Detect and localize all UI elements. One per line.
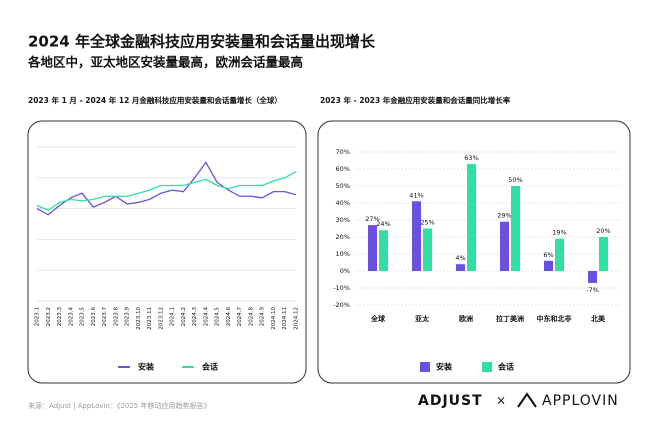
bar: [511, 186, 520, 271]
logo: ADJUST: [418, 393, 483, 409]
x-tick-label: 2024.1: [170, 307, 176, 326]
y-tick-label: 50%: [336, 182, 350, 190]
x-tick-label: 2024.12: [294, 307, 300, 330]
legend-swatch: [420, 362, 430, 372]
x-tick-label: 北美: [591, 314, 606, 323]
value-label: 25%: [420, 219, 434, 227]
y-tick-label: -10%: [333, 284, 350, 292]
bar: [379, 230, 388, 271]
y-tick-label: 30%: [336, 216, 350, 224]
value-label: 24%: [376, 220, 390, 228]
x-tick-label: 2023.10: [136, 307, 142, 330]
x-tick-label: 拉丁美洲: [496, 314, 524, 323]
card: [27, 120, 307, 384]
value-label: 27%: [365, 215, 379, 223]
legend-label: 安装: [436, 362, 452, 372]
title: 2024 年全球金融科技应用安装量和会话量出现增长: [28, 33, 376, 51]
x-tick-label: 2023.12: [158, 307, 164, 330]
x-tick-label: 亚太: [415, 314, 430, 323]
logo-icon: [517, 392, 537, 408]
x-tick-label: 2024.6: [226, 307, 232, 327]
x-tick-label: 欧洲: [459, 314, 473, 323]
line: [36, 161, 297, 216]
value-label: 20%: [596, 227, 610, 235]
bar: [412, 201, 421, 271]
x-tick-label: 2023.6: [91, 307, 97, 327]
chart-title: 2023 年 1 月 - 2024 年 12 月金融科技应用安装量和会话量增长（…: [28, 95, 282, 105]
legend-label: 安装: [138, 362, 154, 372]
value-label: -7%: [586, 286, 599, 294]
x-tick-label: 2024.5: [215, 307, 221, 327]
x-tick-label: 2023.9: [125, 307, 131, 327]
x-tick-label: 2023.3: [57, 307, 63, 327]
value-label: 4%: [455, 254, 465, 262]
card: [317, 120, 631, 384]
y-tick-label: 40%: [336, 199, 350, 207]
value-label: 19%: [552, 229, 566, 237]
bar: [467, 163, 476, 271]
x-tick-label: 2024.2: [181, 307, 187, 326]
x-tick-label: 2024.8: [248, 307, 254, 327]
x-tick-label: 全球: [370, 314, 386, 323]
source: 来源：Adjust | AppLovin：《2025 年移动应用趋势报告》: [28, 401, 211, 410]
y-tick-label: 70%: [336, 148, 350, 156]
bar: [500, 221, 509, 271]
y-tick-label: 10%: [336, 250, 350, 258]
chart-title: 2023 年 - 2023 年金融应用安装量和会话量同比增长率: [320, 95, 511, 105]
x-tick-label: 2023.2: [46, 307, 52, 326]
value-label: 50%: [508, 176, 522, 184]
x-tick-label: 2023.8: [113, 307, 119, 327]
x-tick-label: 2024.7: [237, 307, 243, 327]
bar: [588, 271, 597, 283]
value-label: 6%: [543, 251, 553, 259]
line: [36, 171, 297, 211]
x-tick-label: 2023.7: [102, 307, 108, 327]
x-tick-label: 2023.11: [147, 307, 153, 330]
x-tick-label: 2024.11: [282, 307, 288, 330]
x-tick-label: 2024.10: [271, 307, 277, 330]
y-tick-label: -20%: [333, 301, 350, 309]
value-label: 29%: [497, 212, 511, 220]
legend-label: 会话: [202, 362, 218, 372]
y-tick-label: 60%: [336, 165, 350, 173]
logo-sep: ×: [496, 394, 506, 408]
x-tick-label: 2024.9: [260, 307, 266, 327]
bar: [555, 238, 564, 271]
subtitle: 各地区中，亚太地区安装量最高，欧洲会话量最高: [27, 55, 303, 70]
bar: [544, 260, 553, 271]
y-tick-label: 20%: [336, 233, 350, 241]
legend-swatch: [482, 362, 492, 372]
x-tick-label: 2024.4: [203, 307, 209, 327]
x-tick-label: 2024.3: [192, 307, 198, 327]
legend-label: 会话: [498, 362, 514, 372]
bar: [423, 228, 432, 271]
x-tick-label: 2023.5: [80, 307, 86, 327]
value-label: 63%: [464, 154, 478, 162]
x-tick-label: 2023.1: [35, 307, 41, 326]
bar: [368, 225, 377, 271]
bar: [456, 264, 465, 271]
logo: APPLOVIN: [542, 393, 619, 409]
value-label: 41%: [409, 191, 423, 199]
bar: [599, 237, 608, 271]
x-tick-label: 中东和北非: [537, 314, 572, 323]
y-tick-label: 0%: [340, 267, 350, 275]
x-tick-label: 2023.4: [68, 307, 74, 327]
